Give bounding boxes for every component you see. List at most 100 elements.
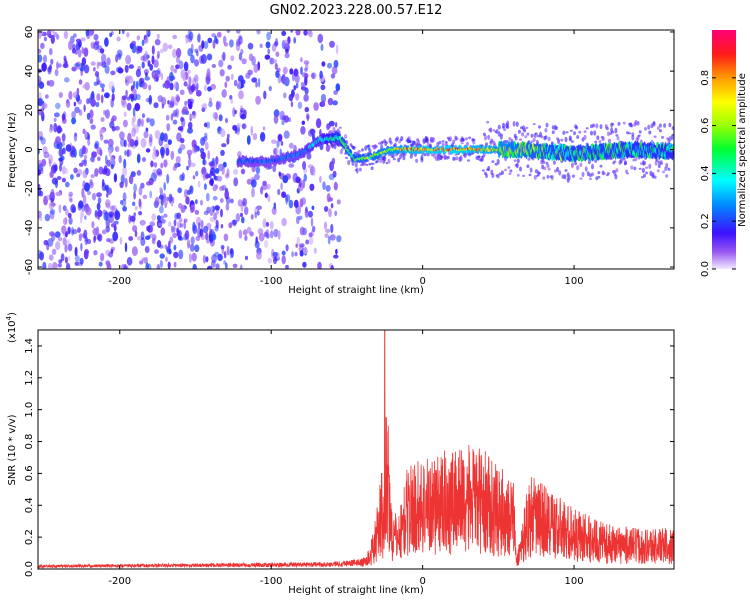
heatmap-cell (191, 111, 196, 116)
heatmap-cell (225, 196, 231, 205)
heatmap-cell (43, 36, 47, 42)
heatmap-cell (546, 164, 550, 168)
heatmap-cell (291, 71, 295, 82)
heatmap-cell (640, 176, 644, 179)
heatmap-cell (515, 121, 519, 127)
heatmap-cell (565, 131, 569, 134)
heatmap-cell (207, 86, 212, 92)
heatmap-cell (281, 30, 287, 36)
heatmap-cell (85, 30, 90, 37)
heatmap-cell (141, 257, 147, 262)
heatmap-cell (96, 61, 100, 69)
heatmap-cell (179, 89, 185, 96)
heatmap-cell (238, 52, 243, 61)
heatmap-cell (105, 219, 110, 227)
heatmap-cell (538, 125, 541, 129)
heatmap-cell (142, 113, 145, 118)
heatmap-cell (500, 170, 504, 175)
heatmap-cell (443, 155, 447, 161)
heatmap-cell (628, 132, 632, 135)
heatmap-cell (103, 211, 109, 221)
heatmap-cell (568, 135, 572, 141)
heatmap-cell (198, 44, 204, 52)
heatmap-cell (542, 176, 546, 180)
heatmap-cell (70, 174, 74, 180)
heatmap-cell (83, 104, 86, 112)
heatmap-cell (293, 37, 297, 44)
heatmap-cell (415, 158, 419, 163)
heatmap-cell (39, 216, 43, 222)
heatmap-cell (114, 125, 120, 131)
heatmap-cell (215, 156, 219, 165)
heatmap-cell (187, 98, 191, 105)
heatmap-cell (283, 130, 290, 139)
heatmap-cell (91, 221, 95, 229)
heatmap-cell (179, 223, 184, 228)
heatmap-cell (81, 46, 85, 54)
heatmap-cell (506, 125, 510, 129)
heatmap-cell (206, 53, 213, 61)
heatmap-cell (461, 137, 465, 142)
heatmap-cell (333, 181, 338, 191)
heatmap-cell (254, 173, 260, 181)
heatmap-cell (265, 222, 270, 227)
heatmap-cell (214, 224, 219, 232)
heatmap-cell (614, 173, 618, 180)
colorbar-tick-label: 0.6 (700, 118, 711, 134)
heatmap-cell (84, 203, 89, 209)
heatmap-cell (268, 85, 272, 92)
heatmap-cell (38, 48, 42, 54)
heatmap-cell (522, 174, 526, 177)
heatmap-cell (560, 138, 564, 142)
heatmap-cell (43, 151, 50, 159)
heatmap-cell (266, 31, 271, 41)
heatmap-cell (156, 68, 161, 78)
heatmap-cell (567, 174, 571, 181)
heatmap-cell (140, 55, 146, 62)
heatmap-cell (491, 160, 495, 164)
heatmap-cell (57, 237, 63, 242)
heatmap-cell (49, 209, 55, 220)
heatmap-cell (186, 189, 191, 195)
snr-multiplier: (x104) (5, 312, 18, 343)
heatmap-cell (191, 252, 197, 262)
heatmap-cell (71, 66, 77, 72)
heatmap-cell (254, 211, 258, 219)
heatmap-cell (165, 114, 170, 121)
heatmap-cell (178, 60, 184, 70)
heatmap-cell (50, 188, 55, 199)
heatmap-cell (512, 120, 516, 127)
heatmap-cell (256, 251, 262, 260)
heatmap-cell (328, 173, 335, 181)
heatmap-cell (86, 190, 92, 196)
heatmap-cell (317, 261, 322, 269)
heatmap-cell (101, 229, 107, 235)
heatmap-cell (195, 90, 202, 97)
heatmap-cell (192, 221, 196, 232)
heatmap-cell (545, 122, 549, 128)
heatmap-cell (120, 174, 125, 184)
spectrogram-x-label: Height of straight line (km) (288, 285, 424, 296)
y-tick-label: 0 (24, 146, 35, 152)
heatmap-cell (230, 73, 234, 81)
heatmap-cell (253, 63, 259, 73)
heatmap-cell (218, 59, 224, 68)
heatmap-cell (332, 100, 338, 106)
heatmap-cell (41, 102, 48, 109)
heatmap-cell (129, 215, 136, 222)
heatmap-cell (239, 264, 243, 269)
heatmap-cell (156, 33, 160, 40)
heatmap-cell (208, 101, 213, 108)
heatmap-cell (240, 212, 243, 218)
heatmap-cell (277, 188, 281, 196)
heatmap-cell (562, 130, 566, 135)
heatmap-cell (220, 149, 225, 156)
heatmap-cell (179, 217, 183, 223)
heatmap-cell (113, 173, 117, 183)
heatmap-cell (126, 102, 132, 111)
heatmap-cell (661, 135, 664, 139)
heatmap-cell (594, 140, 598, 143)
heatmap-cell (154, 249, 159, 255)
heatmap-cell (294, 251, 298, 257)
heatmap-cell (85, 206, 92, 216)
